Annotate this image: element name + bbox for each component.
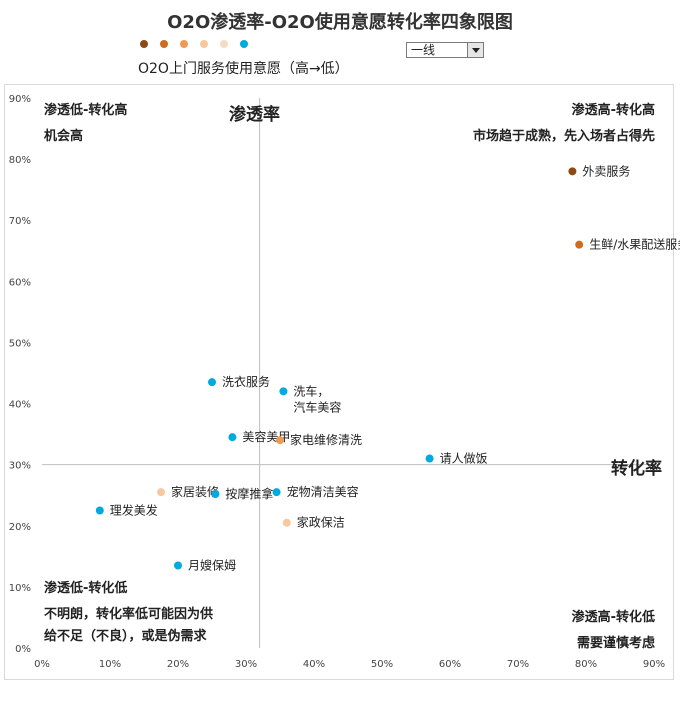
legend-color-scale [140,40,260,50]
quadrant-top-left: 渗透低-转化高 机会高 [44,102,127,146]
chart-title: O2O渗透率-O2O使用意愿转化率四象限图 [167,12,513,33]
x-tick-label: 70% [507,659,529,670]
data-point [95,506,104,515]
y-tick-label: 90% [9,94,31,105]
y-tick-label: 50% [9,338,31,349]
legend-dot [180,40,188,48]
data-label: 按摩推拿 [225,486,273,501]
x-tick-label: 80% [575,659,597,670]
legend-dot [160,40,168,48]
data-point [157,488,165,497]
legend-label: O2O上门服务使用意愿（高→低） [138,61,349,77]
x-tick-label: 40% [303,659,325,670]
quadrant-bottom-left-note-2: 给不足（不良），或是伪需求 [44,629,207,644]
y-tick-label: 0% [15,644,31,655]
x-tick-label: 20% [167,659,189,670]
data-point [272,488,281,497]
y-tick-label: 20% [9,522,31,533]
x-tick-label: 30% [235,659,257,670]
data-point [575,240,584,249]
quadrant-bottom-left-title: 渗透低-转化低 [44,581,128,596]
legend-dot [200,40,208,48]
data-point [282,518,291,527]
data-label: 洗车，汽车美容 [293,383,341,414]
data-label: 生鲜/水果配送服务 [589,237,680,252]
quadrant-bottom-right-title: 渗透高-转化低 [571,610,655,625]
quadrant-top-right-title: 渗透高-转化高 [571,103,655,118]
data-label: 宠物清洁美容 [287,484,359,499]
quadrant-top-right-note: 市场趋于成熟，先入场者占得先 [472,129,655,144]
data-point [208,378,216,387]
quadrant-bottom-left-note-1: 不明朗，转化率低可能因为供 [44,607,214,622]
data-point [276,436,284,445]
x-tick-label: 0% [34,659,50,670]
city-tier-select[interactable]: 一线 [406,42,484,58]
legend-dot [140,40,148,48]
data-point [174,561,182,570]
x-axis-title: 转化率 [611,459,662,479]
data-point [211,490,220,498]
data-point [279,387,288,396]
quadrant-top-left-title: 渗透低-转化高 [44,103,128,118]
x-tick-label: 50% [371,659,393,670]
data-label: 家政保洁 [297,515,345,530]
data-point [568,167,577,176]
data-point [425,454,434,463]
quadrant-bottom-left: 渗透低-转化低 不明朗，转化率低可能因为供 给不足（不良），或是伪需求 [44,580,213,646]
y-tick-label: 10% [9,583,31,594]
y-tick-label: 70% [9,216,31,227]
y-axis-title: 渗透率 [229,105,280,125]
data-label: 月嫂保姆 [188,559,236,573]
data-label: 外卖服务 [582,163,630,178]
data-label: 洗衣服务 [222,374,270,389]
data-label: 家居装修 [171,484,219,499]
x-tick-label: 90% [643,659,665,670]
plot-frame [4,84,674,680]
data-label: 家电维修清洗 [290,432,362,447]
y-tick-label: 30% [9,461,31,472]
data-label: 请人做饭 [440,451,488,466]
data-point [228,433,237,442]
data-label: 理发美发 [110,503,158,518]
legend-dot [220,40,228,48]
y-tick-label: 60% [9,277,31,288]
y-tick-label: 40% [9,400,31,411]
y-tick-label: 80% [9,155,31,166]
quadrant-top-left-note: 机会高 [44,129,84,144]
quadrant-top-right: 渗透高-转化高 市场趋于成熟，先入场者占得先 [473,102,655,146]
chevron-down-icon[interactable] [467,43,483,57]
quadrant-bottom-right: 渗透高-转化低 需要谨慎考虑 [572,609,655,653]
legend-dot [240,40,248,48]
x-tick-label: 60% [439,659,461,670]
quadrant-bottom-right-note: 需要谨慎考虑 [576,636,655,651]
city-tier-value: 一线 [411,43,436,57]
x-tick-label: 10% [99,659,121,670]
